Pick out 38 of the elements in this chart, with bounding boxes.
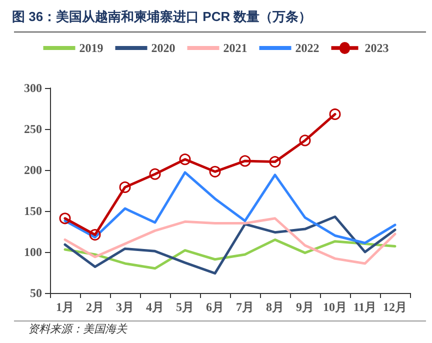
point [299, 134, 311, 146]
legend-label: 2020 [151, 41, 176, 55]
x-tick-label: 8月 [266, 300, 284, 314]
legend-label: 2019 [79, 41, 104, 55]
x-tick-label: 4月 [146, 300, 164, 314]
point [119, 181, 131, 193]
y-tick-label: 200 [24, 163, 42, 177]
point [269, 156, 281, 168]
y-tick-label: 50 [30, 286, 42, 300]
x-tick-label: 10月 [323, 300, 347, 314]
x-tick-label: 9月 [296, 300, 314, 314]
x-tick-label: 5月 [176, 300, 194, 314]
x-tick-label: 1月 [56, 300, 74, 314]
point [329, 108, 341, 120]
point [239, 155, 251, 167]
point [89, 229, 101, 241]
x-tick-label: 6月 [206, 300, 224, 314]
text: 资料来源：美国海关 [28, 322, 128, 336]
chart-title: 图 36：美国从越南和柬埔寨进口 PCR 数量（万条） [12, 9, 312, 24]
x-tick-label: 12月 [383, 300, 407, 314]
legend-label: 2022 [295, 41, 320, 55]
point [179, 154, 191, 166]
line-series [64, 217, 396, 265]
x-tick-label: 7月 [236, 300, 254, 314]
y-tick-label: 100 [24, 245, 42, 259]
point [149, 168, 161, 180]
y-tick-label: 150 [24, 204, 42, 218]
x-tick-label: 3月 [116, 300, 134, 314]
legend-label: 2021 [223, 41, 248, 55]
y-tick-label: 300 [24, 81, 42, 95]
y-tick-label: 250 [24, 122, 42, 136]
legend-label: 2023 [364, 41, 389, 55]
x-tick-label: 11月 [353, 300, 377, 314]
line-series [64, 171, 396, 244]
point [209, 166, 221, 178]
point [59, 212, 71, 224]
x-tick-label: 2月 [86, 300, 104, 314]
line-series [64, 215, 396, 275]
